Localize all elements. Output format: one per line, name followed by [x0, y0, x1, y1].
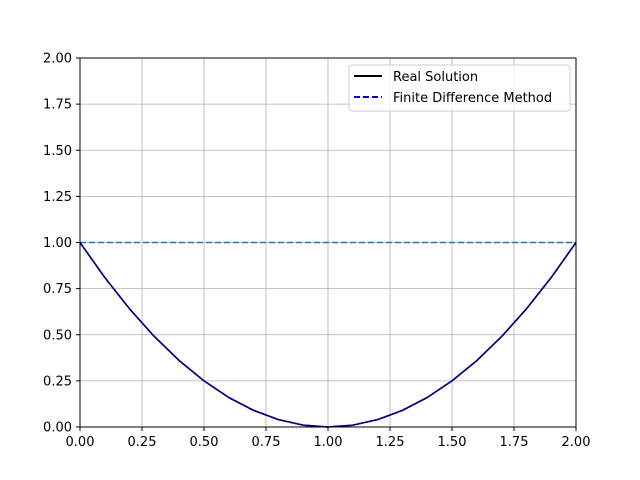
x-tick-label: 0.00 [66, 435, 95, 450]
x-tick-label: 1.75 [500, 435, 529, 450]
y-tick-label: 2.00 [43, 52, 72, 67]
series-line-1 [79, 242, 577, 428]
y-tick-label: 1.00 [43, 236, 72, 251]
y-tick-label: 1.75 [43, 98, 72, 113]
y-tick-label: 1.50 [43, 144, 72, 159]
legend: Real Solution Finite Difference Method [348, 64, 571, 112]
x-tick-label: 1.00 [314, 435, 343, 450]
legend-label-finite-difference: Finite Difference Method [393, 91, 552, 106]
x-tick-label: 1.25 [376, 435, 405, 450]
y-tick-label: 0.25 [43, 374, 72, 389]
y-axis-ticks: 0.00 0.25 0.50 0.75 1.00 1.25 1.50 1.75 2.00 [43, 52, 80, 436]
x-tick-label: 0.50 [190, 435, 219, 450]
x-axis-ticks: 0.00 0.25 0.50 0.75 1.00 1.25 1.50 1.75 2.00 [66, 427, 591, 450]
y-tick-label: 1.25 [43, 190, 72, 205]
y-tick-label: 0.50 [43, 328, 72, 343]
plot-frame [79, 57, 577, 428]
x-tick-label: 2.00 [562, 435, 591, 450]
x-tick-label: 0.25 [128, 435, 157, 450]
legend-box [348, 64, 571, 112]
y-tick-label: 0.00 [43, 421, 72, 436]
x-tick-label: 1.50 [438, 435, 467, 450]
y-tick-label: 0.75 [43, 282, 72, 297]
legend-label-real-solution: Real Solution [393, 70, 478, 85]
x-tick-label: 0.75 [252, 435, 281, 450]
